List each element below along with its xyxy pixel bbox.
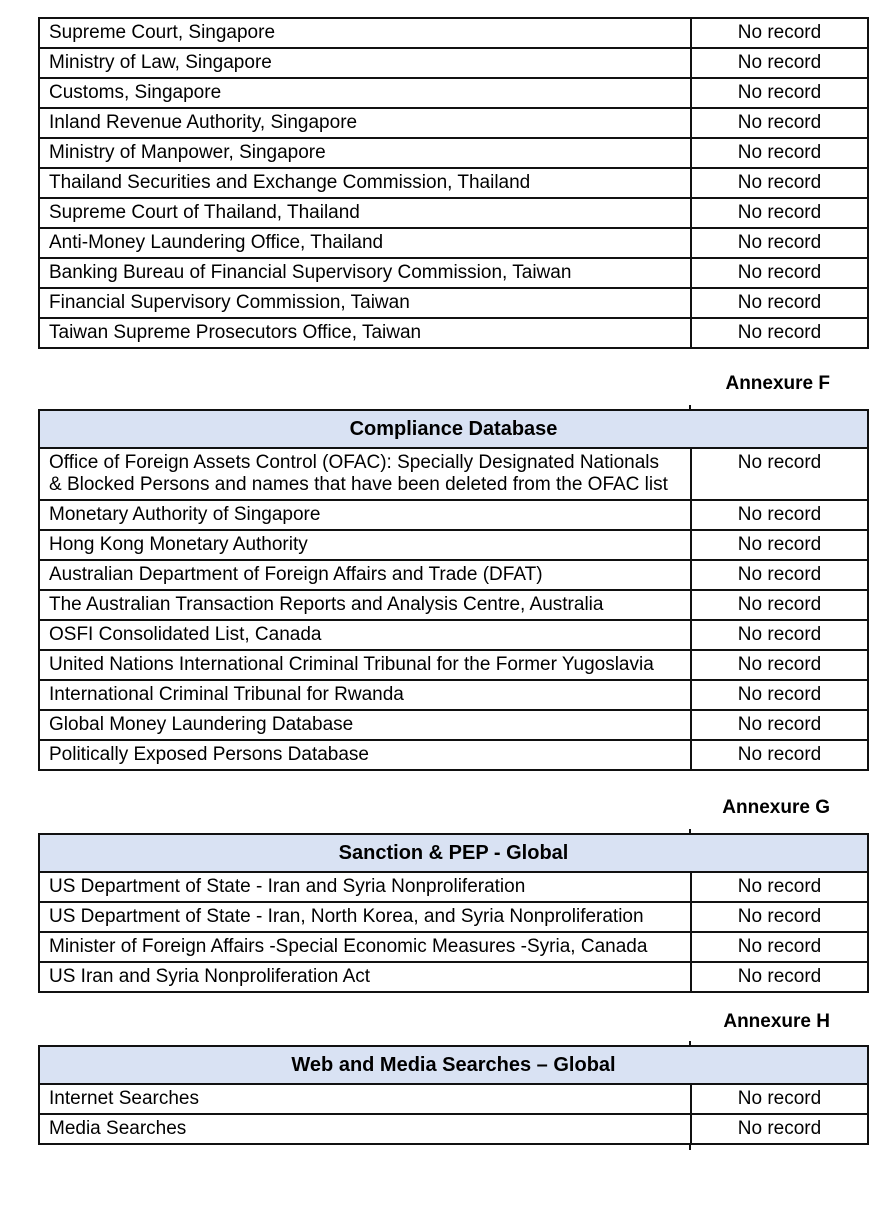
- record-status: No record: [689, 649, 870, 681]
- table-row: Monetary Authority of Singapore No recor…: [38, 499, 870, 531]
- table-header-row: Sanction & PEP - Global: [37, 833, 870, 873]
- screening-sources-table: Supreme Court, Singapore No record Minis…: [38, 17, 869, 349]
- table-row: Australian Department of Foreign Affairs…: [38, 559, 870, 591]
- sanction-pep-section: Sanction & PEP - Global US Department of…: [37, 829, 870, 993]
- record-status: No record: [690, 107, 869, 139]
- table-row: Thailand Securities and Exchange Commiss…: [38, 167, 869, 199]
- record-status: No record: [690, 1083, 869, 1115]
- table-row: US Department of State - Iran and Syria …: [38, 871, 870, 903]
- source-name: Australian Department of Foreign Affairs…: [38, 559, 692, 591]
- source-name: Anti-Money Laundering Office, Thailand: [38, 227, 692, 259]
- screening-sources-table-continued: Supreme Court, Singapore No record Minis…: [38, 17, 869, 349]
- table-row: US Iran and Syria Nonproliferation Act N…: [38, 961, 870, 993]
- table-row: Minister of Foreign Affairs -Special Eco…: [38, 931, 870, 963]
- source-name: United Nations International Criminal Tr…: [38, 649, 692, 681]
- source-name: Monetary Authority of Singapore: [38, 499, 692, 531]
- table-header-row: Compliance Database: [37, 409, 870, 449]
- document-page: Supreme Court, Singapore No record Minis…: [37, 17, 870, 1150]
- table-row: Banking Bureau of Financial Supervisory …: [38, 257, 869, 289]
- table-row: United Nations International Criminal Tr…: [38, 649, 870, 681]
- record-status: No record: [690, 137, 869, 169]
- table-row: Financial Supervisory Commission, Taiwan…: [38, 287, 869, 319]
- source-name: Politically Exposed Persons Database: [38, 739, 692, 771]
- source-name: Ministry of Manpower, Singapore: [38, 137, 692, 169]
- table-row: Office of Foreign Assets Control (OFAC):…: [38, 447, 870, 501]
- table-row: Anti-Money Laundering Office, Thailand N…: [38, 227, 869, 259]
- record-status: No record: [689, 901, 870, 933]
- record-status: No record: [689, 559, 870, 591]
- source-name: Inland Revenue Authority, Singapore: [38, 107, 692, 139]
- record-status: No record: [689, 447, 870, 501]
- source-name: Media Searches: [38, 1113, 692, 1145]
- table-row: Taiwan Supreme Prosecutors Office, Taiwa…: [38, 317, 869, 349]
- source-name: US Department of State - Iran and Syria …: [38, 871, 692, 903]
- table-row: Ministry of Manpower, Singapore No recor…: [38, 137, 869, 169]
- source-name: Ministry of Law, Singapore: [38, 47, 692, 79]
- record-status: No record: [690, 257, 869, 289]
- record-status: No record: [690, 287, 869, 319]
- table-row: The Australian Transaction Reports and A…: [38, 589, 870, 621]
- compliance-database-section: Compliance Database Office of Foreign As…: [37, 405, 870, 771]
- sanction-pep-table: Sanction & PEP - Global US Department of…: [37, 833, 870, 993]
- source-name: Financial Supervisory Commission, Taiwan: [38, 287, 692, 319]
- table-header-row: Web and Media Searches – Global: [38, 1045, 869, 1085]
- table-row: Supreme Court, Singapore No record: [38, 17, 869, 49]
- record-status: No record: [689, 679, 870, 711]
- record-status: No record: [689, 589, 870, 621]
- source-name: Internet Searches: [38, 1083, 692, 1115]
- record-status: No record: [689, 529, 870, 561]
- table-row: OSFI Consolidated List, Canada No record: [38, 619, 870, 651]
- record-status: No record: [689, 619, 870, 651]
- table-row: Supreme Court of Thailand, Thailand No r…: [38, 197, 869, 229]
- table-row: International Criminal Tribunal for Rwan…: [38, 679, 870, 711]
- table-row: Internet Searches No record: [38, 1083, 869, 1115]
- annexure-label-f: Annexure F: [725, 373, 830, 394]
- source-name: Supreme Court of Thailand, Thailand: [38, 197, 692, 229]
- record-status: No record: [689, 961, 870, 993]
- source-name: Minister of Foreign Affairs -Special Eco…: [38, 931, 692, 963]
- table-row: Inland Revenue Authority, Singapore No r…: [38, 107, 869, 139]
- record-status: No record: [689, 499, 870, 531]
- record-status: No record: [689, 739, 870, 771]
- source-name: Supreme Court, Singapore: [38, 17, 692, 49]
- web-media-searches-table: Web and Media Searches – Global Internet…: [38, 1045, 869, 1145]
- record-status: No record: [689, 709, 870, 741]
- table-row: Politically Exposed Persons Database No …: [38, 739, 870, 771]
- record-status: No record: [690, 167, 869, 199]
- record-status: No record: [690, 1113, 869, 1145]
- source-name: Office of Foreign Assets Control (OFAC):…: [38, 447, 692, 501]
- record-status: No record: [689, 931, 870, 963]
- table-row: Hong Kong Monetary Authority No record: [38, 529, 870, 561]
- table-row: Global Money Laundering Database No reco…: [38, 709, 870, 741]
- web-media-searches-section: Web and Media Searches – Global Internet…: [38, 1041, 869, 1150]
- source-name: Banking Bureau of Financial Supervisory …: [38, 257, 692, 289]
- source-name: OSFI Consolidated List, Canada: [38, 619, 692, 651]
- record-status: No record: [690, 317, 869, 349]
- record-status: No record: [689, 871, 870, 903]
- table-title: Compliance Database: [37, 409, 870, 449]
- annexure-label-h: Annexure H: [723, 1011, 830, 1032]
- source-name: Taiwan Supreme Prosecutors Office, Taiwa…: [38, 317, 692, 349]
- source-name: Customs, Singapore: [38, 77, 692, 109]
- record-status: No record: [690, 47, 869, 79]
- record-status: No record: [690, 77, 869, 109]
- record-status: No record: [690, 197, 869, 229]
- source-name: Hong Kong Monetary Authority: [38, 529, 692, 561]
- source-name: Thailand Securities and Exchange Commiss…: [38, 167, 692, 199]
- record-status: No record: [690, 227, 869, 259]
- source-name: Global Money Laundering Database: [38, 709, 692, 741]
- record-status: No record: [690, 17, 869, 49]
- table-row: Media Searches No record: [38, 1113, 869, 1145]
- table-row: Customs, Singapore No record: [38, 77, 869, 109]
- source-name: US Iran and Syria Nonproliferation Act: [38, 961, 692, 993]
- table-row: Ministry of Law, Singapore No record: [38, 47, 869, 79]
- source-name: International Criminal Tribunal for Rwan…: [38, 679, 692, 711]
- annexure-label-g: Annexure G: [722, 797, 830, 818]
- source-name: The Australian Transaction Reports and A…: [38, 589, 692, 621]
- table-title: Web and Media Searches – Global: [38, 1045, 869, 1085]
- source-name: US Department of State - Iran, North Kor…: [38, 901, 692, 933]
- table-title: Sanction & PEP - Global: [37, 833, 870, 873]
- compliance-database-table: Compliance Database Office of Foreign As…: [37, 409, 870, 771]
- table-row: US Department of State - Iran, North Kor…: [38, 901, 870, 933]
